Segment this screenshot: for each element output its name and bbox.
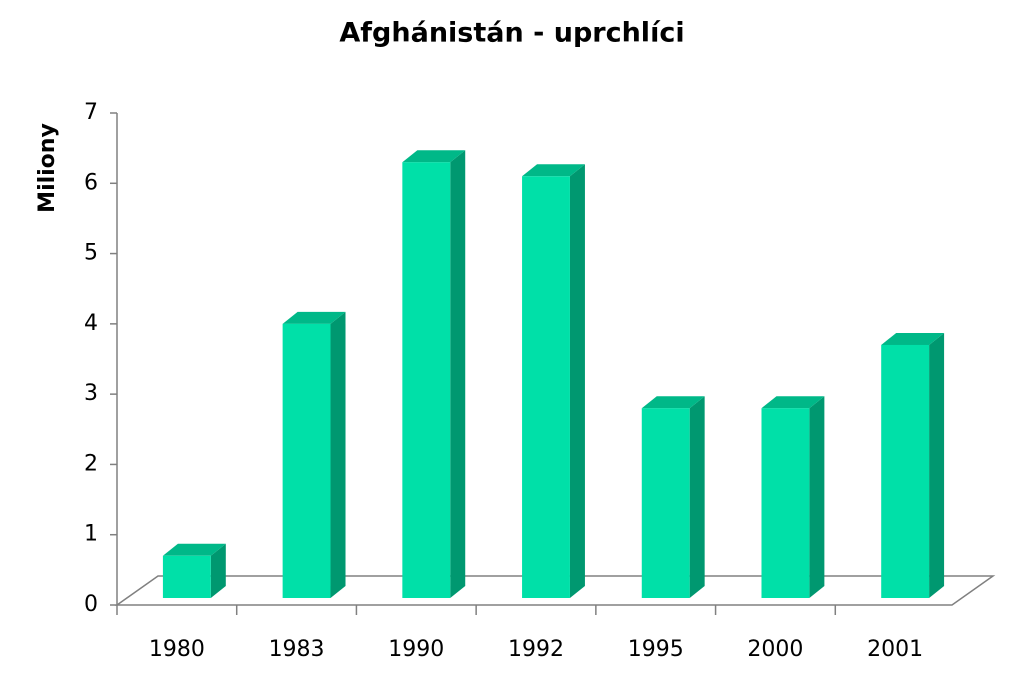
bar	[641, 396, 705, 598]
x-tick-label: 1992	[508, 637, 564, 662]
bar-front	[522, 176, 570, 598]
bar-side	[689, 396, 705, 598]
y-tick-label: 2	[84, 451, 98, 476]
bar-top	[641, 396, 705, 409]
y-tick-label: 1	[84, 522, 98, 547]
bar	[402, 150, 466, 598]
chart-title: Afghánistán - uprchlíci	[339, 18, 684, 49]
x-tick-label: 1995	[628, 637, 684, 662]
bar	[282, 311, 346, 598]
y-tick-label: 7	[84, 100, 98, 125]
bar-top	[162, 543, 226, 556]
x-tick-label: 1983	[269, 637, 325, 662]
bar	[761, 396, 825, 598]
y-axis-label: Miliony	[35, 123, 60, 213]
bar-side	[330, 311, 346, 598]
y-tick-label: 4	[84, 311, 98, 336]
bar-side	[809, 396, 825, 598]
y-tick-label: 6	[84, 170, 98, 195]
bar-front	[282, 323, 331, 598]
bar-top	[522, 164, 585, 177]
y-tick-label: 5	[84, 241, 98, 266]
bar-top	[282, 311, 346, 324]
bar-front	[162, 555, 211, 598]
bar-top	[402, 150, 466, 163]
bar-front	[881, 344, 930, 598]
x-tick-label: 2000	[747, 637, 803, 662]
bar	[881, 332, 945, 598]
bar-side	[210, 543, 226, 598]
bar-side	[929, 332, 945, 598]
y-tick-label: 3	[84, 381, 98, 406]
floor	[114, 575, 996, 606]
x-tick-label: 2001	[867, 637, 923, 662]
x-tick-label: 1980	[149, 637, 205, 662]
x-tick-label: 1990	[388, 637, 444, 662]
bar-side	[450, 150, 466, 598]
bar-top	[761, 396, 825, 409]
bar-front	[761, 408, 810, 598]
bar-front	[402, 162, 451, 598]
bar-front	[641, 408, 690, 598]
bar-top	[881, 332, 945, 345]
bar	[522, 164, 585, 598]
bar	[162, 543, 226, 598]
bar-side	[569, 164, 585, 598]
y-tick-label: 0	[84, 592, 98, 617]
